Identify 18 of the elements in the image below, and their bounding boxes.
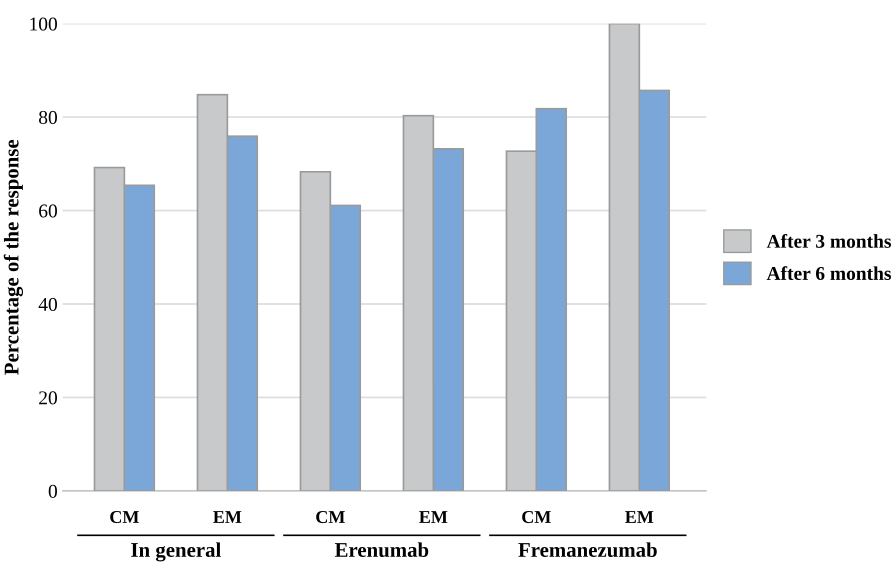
x-tick-label: CM bbox=[316, 510, 345, 524]
x-tick-label: EM bbox=[213, 511, 242, 523]
y-tick-label: 100 bbox=[30, 17, 57, 31]
y-tick-label: 20 bbox=[39, 391, 57, 404]
y-tick-label: 0 bbox=[48, 484, 57, 498]
text: Fremanezumab bbox=[518, 542, 657, 558]
y-tick-label: 80 bbox=[39, 110, 57, 124]
y-tick-label: 60 bbox=[39, 204, 57, 218]
y-axis-title: Percentage of the response bbox=[4, 140, 23, 375]
y-tick-label: 40 bbox=[38, 298, 57, 311]
x-tick-label: EM bbox=[419, 511, 448, 523]
x-tick-label: CM bbox=[522, 510, 551, 524]
text: Erenumab bbox=[334, 542, 428, 558]
legend-label: After 3 months bbox=[766, 234, 892, 248]
legend-label: After 6 months bbox=[766, 266, 892, 280]
x-tick-label: CM bbox=[110, 510, 139, 524]
text: In general bbox=[131, 542, 221, 562]
x-tick-label: EM bbox=[625, 511, 654, 523]
